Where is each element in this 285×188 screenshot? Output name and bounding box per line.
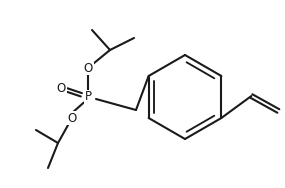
- Text: O: O: [56, 82, 66, 95]
- Text: P: P: [84, 90, 91, 104]
- Text: O: O: [84, 61, 93, 74]
- Text: O: O: [67, 111, 77, 124]
